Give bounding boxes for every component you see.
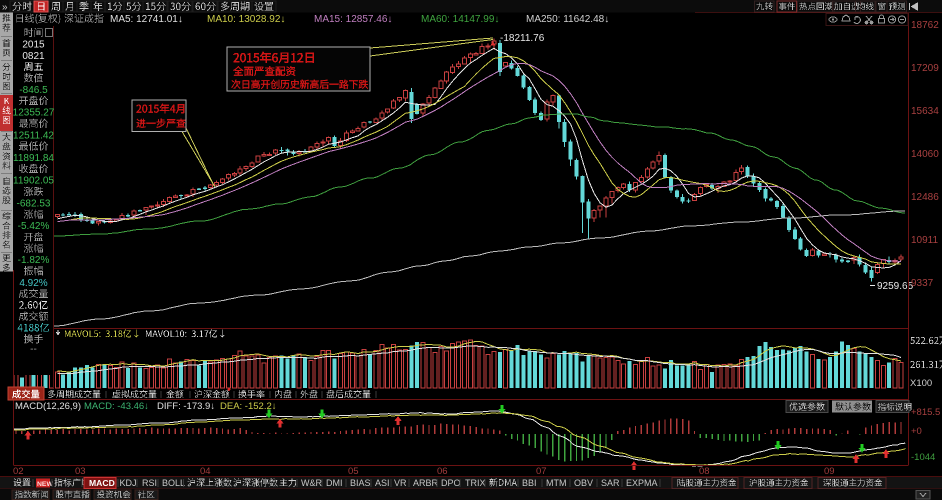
svg-text:9259.65: 9259.65 [877,281,914,292]
svg-text:-18211.76: -18211.76 [500,33,545,44]
svg-text:OBV: OBV [574,478,593,488]
svg-text:BBI: BBI [522,478,537,488]
svg-text:09: 09 [824,466,835,477]
svg-text:10911: 10911 [911,235,939,246]
svg-text:+815.5: +815.5 [911,407,940,418]
svg-text:-846.5: -846.5 [19,85,48,96]
svg-text:VR: VR [394,478,407,488]
svg-text:17209: 17209 [911,63,939,74]
svg-text:14060: 14060 [911,149,939,160]
svg-text:MA60: 14147.99↓: MA60: 14147.99↓ [421,14,499,25]
svg-text:RSI: RSI [142,478,157,488]
svg-text:ARBR: ARBR [413,478,439,488]
svg-text:15634: 15634 [911,106,939,117]
svg-text:DMI: DMI [326,478,343,488]
svg-text:EXPMA: EXPMA [626,478,658,488]
svg-text:11902.05: 11902.05 [13,176,54,187]
svg-text:11891.84: 11891.84 [13,153,54,164]
svg-text:06: 06 [437,466,448,477]
svg-text:+0: +0 [911,426,922,437]
svg-text:MA5: 12741.01↓: MA5: 12741.01↓ [110,14,183,25]
svg-text:03: 03 [75,466,86,477]
svg-text:BOLL: BOLL [162,478,185,488]
svg-text:MACD: -43.46↓: MACD: -43.46↓ [84,401,149,412]
svg-text:-1044: -1044 [911,452,935,463]
svg-text:MA15: 12857.46↓: MA15: 12857.46↓ [314,14,392,25]
svg-text:-5.42%: -5.42% [18,221,50,232]
svg-text:MA250: 11642.48↓: MA250: 11642.48↓ [526,14,609,25]
svg-text:9337: 9337 [911,278,934,289]
svg-text:SAR: SAR [601,478,620,488]
svg-text:»: » [2,2,8,13]
svg-text:-682.53: -682.53 [17,198,51,209]
svg-text:--: -- [30,344,37,355]
svg-text:12511.42: 12511.42 [13,130,54,141]
svg-text:NEW: NEW [37,481,53,488]
svg-text:08: 08 [699,466,710,477]
svg-text:02: 02 [13,466,24,477]
svg-text:12486: 12486 [911,192,939,203]
svg-text:ASI: ASI [375,478,390,488]
svg-text:05: 05 [348,466,359,477]
svg-text:DIFF: -173.9↓: DIFF: -173.9↓ [157,401,215,412]
svg-text:TRIX: TRIX [465,478,486,488]
svg-text:4.92%: 4.92% [19,278,47,289]
svg-text:DEA: -152.2↓: DEA: -152.2↓ [220,401,277,412]
svg-text:MA10: 13028.92↓: MA10: 13028.92↓ [207,14,285,25]
svg-text:MACD(12,26,9): MACD(12,26,9) [15,401,81,412]
svg-text:X100: X100 [910,378,932,389]
svg-text:04: 04 [200,466,211,477]
svg-text:KDJ: KDJ [120,478,137,488]
svg-text:DPO: DPO [441,478,461,488]
svg-text:MACD: MACD [89,478,115,488]
svg-text:0821: 0821 [22,51,45,62]
svg-text:07: 07 [536,466,547,477]
svg-text:18762: 18762 [911,20,939,31]
svg-text:12355.27: 12355.27 [13,108,55,119]
svg-text:2015: 2015 [22,40,45,51]
svg-text:-1.82%: -1.82% [18,255,50,266]
svg-text:BIAS: BIAS [350,478,371,488]
svg-text:W&R: W&R [301,478,322,488]
svg-text:MTM: MTM [546,478,567,488]
